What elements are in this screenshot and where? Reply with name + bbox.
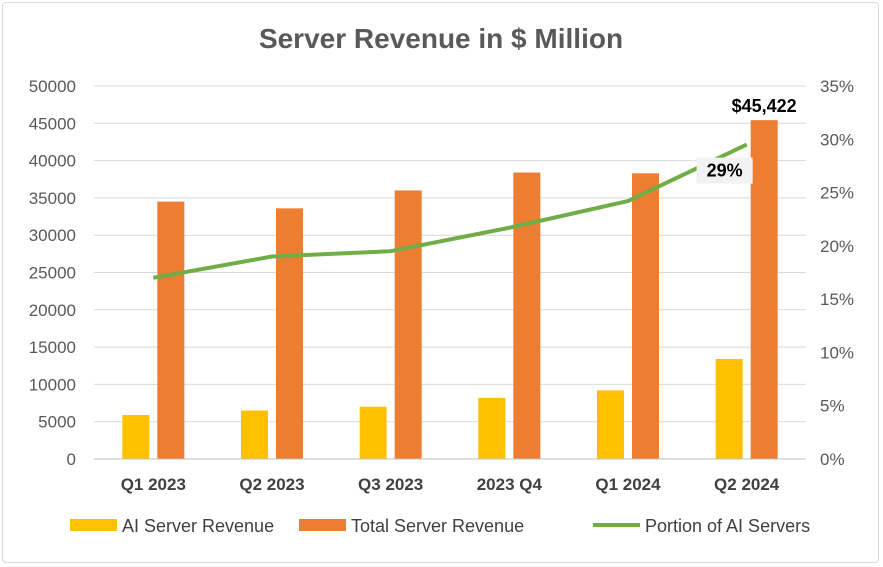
line-point: [627, 200, 629, 202]
legend-label: Total Server Revenue: [351, 516, 524, 536]
y-left-tick-label: 25000: [29, 264, 76, 283]
bars: [122, 120, 778, 460]
y-left-tick-label: 30000: [29, 226, 76, 245]
line-point: [271, 256, 273, 258]
y-left-tick-label: 35000: [29, 189, 76, 208]
bar-ai-server-revenue: [478, 397, 506, 459]
y-left-tick-label: 5000: [38, 413, 76, 432]
legend-label: Portion of AI Servers: [645, 516, 810, 536]
bar-ai-server-revenue: [241, 410, 268, 459]
y-left-tick-label: 0: [67, 450, 76, 469]
bar-total-server-revenue: [276, 208, 303, 459]
line-point: [746, 144, 748, 146]
x-tick-label: Q2 2024: [714, 475, 780, 494]
y-right-tick-label: 0%: [820, 450, 845, 469]
data-label-total-revenue: $45,422: [732, 96, 797, 116]
legend-swatch: [70, 519, 117, 531]
y-right-tick-label: 5%: [820, 397, 845, 416]
legend-swatch: [299, 519, 346, 531]
bar-total-server-revenue: [750, 120, 778, 459]
x-axis: Q1 2023 Q2 2023 Q3 2023 2023 Q4 Q1 2024 Q2 20…: [94, 458, 806, 494]
x-tick-label: Q2 2023: [239, 475, 304, 494]
y-right-tick-label: 20%: [820, 237, 854, 256]
x-tick-label: Q3 2023: [358, 475, 423, 494]
x-tick-label: Q1 2023: [121, 475, 186, 494]
annotations: $45,422 29%: [696, 96, 797, 184]
bar-total-server-revenue: [513, 172, 541, 459]
x-tick-label: Q1 2024: [595, 475, 661, 494]
y-left-tick-label: 50000: [29, 77, 76, 96]
bar-ai-server-revenue: [359, 406, 387, 459]
bar-ai-server-revenue: [715, 359, 743, 459]
y-right-tick-label: 35%: [820, 77, 854, 96]
bar-total-server-revenue: [394, 190, 422, 459]
bar-ai-server-revenue: [122, 414, 150, 459]
line-portion-of-ai-servers: [152, 142, 748, 280]
bar-ai-server-revenue: [597, 390, 624, 459]
gridlines: [94, 85, 806, 460]
data-label-background: [696, 157, 753, 184]
legend: AI Server Revenue Total Server Revenue Por…: [70, 516, 810, 536]
y-right-tick-label: 30%: [820, 130, 854, 149]
bar-total-server-revenue: [632, 173, 659, 460]
data-label-ai-portion: 29%: [707, 161, 743, 181]
line-series: [152, 142, 748, 280]
y-left-tick-label: 40000: [29, 152, 76, 171]
legend-label: AI Server Revenue: [122, 516, 274, 536]
y-left-tick-label: 20000: [29, 301, 76, 320]
y-right-tick-label: 25%: [820, 184, 854, 203]
y-axis-left: 0 5000 10000 15000 20000 25000 30000 35000 40000…: [29, 77, 76, 469]
y-axis-right: 0% 5% 10% 15% 20% 25% 30% 35%: [820, 77, 854, 469]
line-point: [508, 227, 510, 229]
y-right-tick-label: 10%: [820, 343, 854, 362]
bar-total-server-revenue: [157, 201, 185, 459]
y-left-tick-label: 45000: [29, 114, 76, 133]
y-right-tick-label: 15%: [820, 290, 854, 309]
y-left-tick-label: 15000: [29, 338, 76, 357]
line-point: [152, 277, 154, 279]
chart-title: Server Revenue in $ Million: [259, 23, 623, 54]
line-point: [390, 250, 392, 252]
y-left-tick-label: 10000: [29, 375, 76, 394]
x-tick-label: 2023 Q4: [477, 475, 543, 494]
